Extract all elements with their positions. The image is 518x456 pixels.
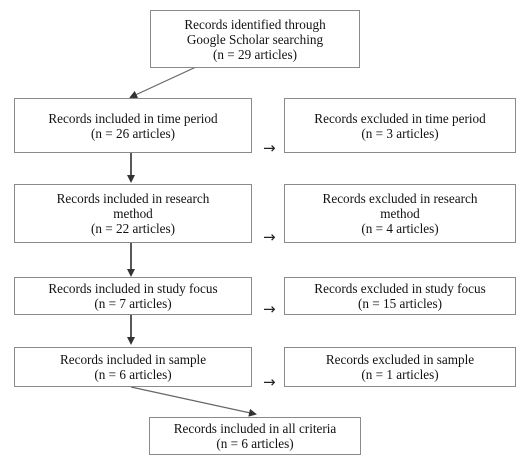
box-focus-included: Records included in study focus (n = 7 a… [14, 277, 252, 315]
box-method-included-line-3: (n = 22 articles) [91, 221, 175, 236]
box-identified-line-2: Google Scholar searching [186, 31, 324, 47]
box-time-included-line-1: Records included in time period [48, 110, 218, 126]
box-all-criteria: Records included in all criteria (n = 6 … [149, 417, 361, 455]
box-time-excluded-line-1: Records excluded in time period [314, 110, 486, 126]
box-focus-excluded: Records excluded in study focus (n = 15 … [284, 277, 516, 315]
box-method-included: Records included in research method (n =… [14, 184, 252, 243]
box-sample-included-line-2: (n = 6 articles) [94, 367, 172, 382]
box-identified-line-3: (n = 29 articles) [213, 46, 297, 62]
arrow-right-icon: → [263, 373, 276, 391]
box-method-excluded-line-3: (n = 4 articles) [361, 221, 439, 236]
box-method-excluded: Records excluded in research method (n =… [284, 184, 516, 243]
box-all-criteria-line-1: Records included in all criteria [173, 421, 337, 436]
box-sample-excluded-line-1: Records excluded in sample [325, 352, 475, 367]
box-identified-line-1: Records identified through [184, 16, 326, 32]
box-sample-excluded-line-2: (n = 1 articles) [361, 367, 439, 382]
box-sample-included: Records included in sample (n = 6 articl… [14, 347, 252, 387]
box-time-excluded: Records excluded in time period (n = 3 a… [284, 98, 516, 153]
box-focus-included-line-1: Records included in study focus [48, 281, 218, 296]
box-method-included-line-2: method [113, 206, 153, 221]
arrow-right-icon: → [263, 139, 276, 157]
box-identified: Records identified through Google Schola… [150, 10, 360, 68]
box-time-included: Records included in time period (n = 26 … [14, 98, 252, 153]
box-time-included-line-2: (n = 26 articles) [91, 125, 175, 141]
box-focus-included-line-2: (n = 7 articles) [94, 296, 172, 311]
box-method-excluded-line-1: Records excluded in research [322, 191, 478, 206]
box-focus-excluded-line-2: (n = 15 articles) [358, 296, 442, 311]
arrow-identified-to-time [129, 66, 197, 99]
box-time-excluded-line-2: (n = 3 articles) [361, 125, 439, 141]
box-focus-excluded-line-1: Records excluded in study focus [314, 281, 486, 296]
arrow-sample-to-all [130, 386, 257, 417]
box-sample-excluded: Records excluded in sample (n = 1 articl… [284, 347, 516, 387]
box-method-included-line-1: Records included in research [56, 191, 210, 206]
arrow-right-icon: → [263, 300, 276, 318]
box-all-criteria-line-2: (n = 6 articles) [216, 436, 294, 451]
box-sample-included-line-1: Records included in sample [59, 352, 207, 367]
arrow-right-icon: → [263, 228, 276, 246]
box-method-excluded-line-2: method [380, 206, 420, 221]
